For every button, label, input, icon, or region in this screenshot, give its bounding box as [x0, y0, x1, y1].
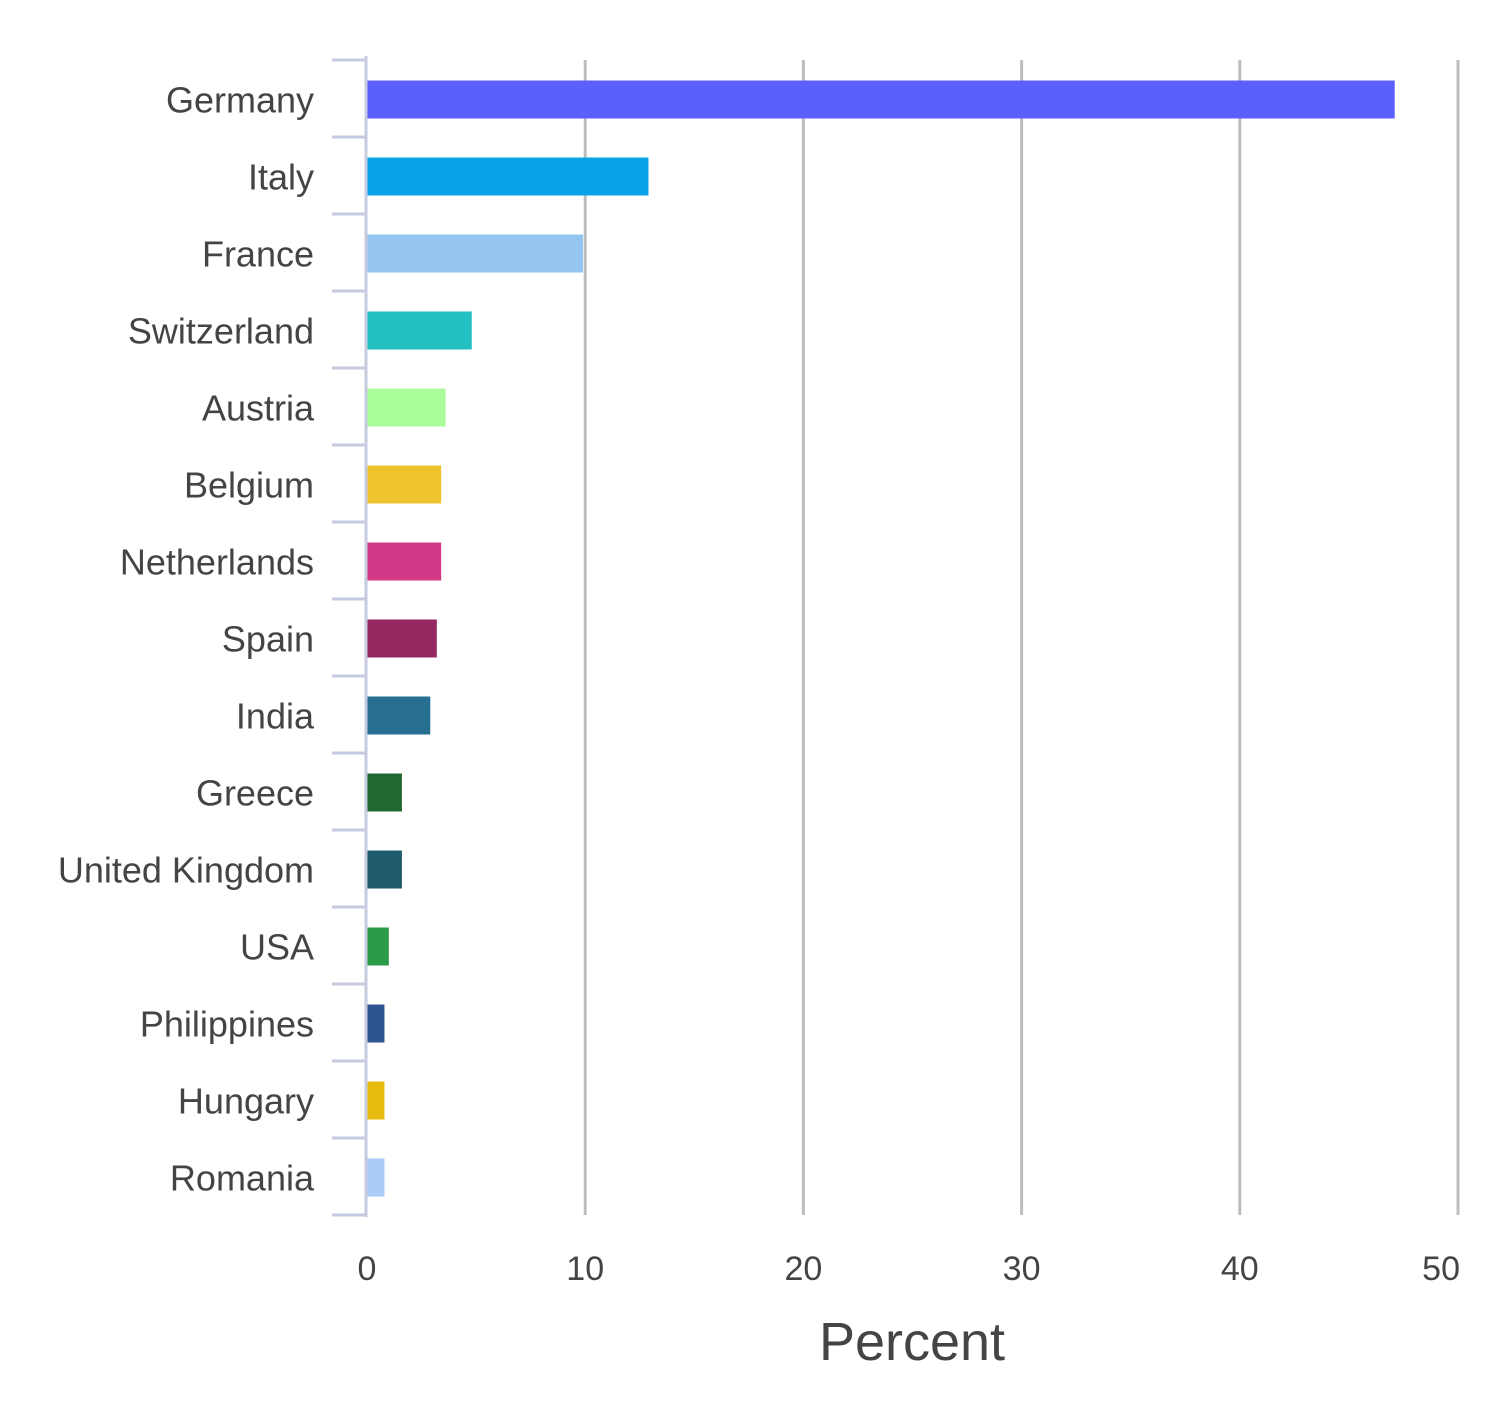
bar-united-kingdom [367, 850, 402, 889]
bar-switzerland [367, 311, 472, 350]
bar-india [367, 696, 431, 735]
x-tick-label-30: 30 [1003, 1250, 1041, 1288]
bar-romania [367, 1158, 385, 1197]
category-label-netherlands: Netherlands [120, 542, 314, 583]
gridlines [583, 60, 1460, 1215]
x-tick-label-10: 10 [566, 1250, 604, 1288]
bar-spain [367, 619, 437, 658]
category-label-spain: Spain [222, 619, 314, 660]
bar-usa [367, 927, 389, 966]
x-tick-label-40: 40 [1221, 1250, 1259, 1288]
category-labels: Germany Italy France Switzerland Austria Belg… [58, 80, 315, 1199]
bar-philippines [367, 1004, 385, 1043]
category-label-italy: Italy [248, 157, 314, 198]
category-label-usa: USA [240, 927, 314, 968]
bar-germany [367, 80, 1395, 119]
x-axis-title: Percent [819, 1312, 1005, 1372]
x-tick-label-0: 0 [358, 1250, 377, 1288]
bar-italy [367, 157, 649, 196]
bar-hungary [367, 1081, 385, 1120]
bar-france [367, 234, 584, 273]
bars [367, 80, 1395, 1197]
bar-greece [367, 773, 402, 812]
category-label-switzerland: Switzerland [128, 311, 314, 352]
category-label-hungary: Hungary [178, 1081, 314, 1122]
category-label-united-kingdom: United Kingdom [58, 850, 314, 891]
category-label-greece: Greece [196, 773, 314, 814]
bar-belgium [367, 465, 442, 504]
x-tick-label-20: 20 [784, 1250, 822, 1288]
bar-austria [367, 388, 446, 427]
x-tick-label-50: 50 [1422, 1250, 1460, 1288]
category-label-france: France [202, 234, 314, 275]
category-label-austria: Austria [202, 388, 315, 429]
category-label-india: India [236, 696, 315, 737]
category-label-germany: Germany [166, 80, 314, 121]
category-label-belgium: Belgium [184, 465, 314, 506]
bar-netherlands [367, 542, 442, 581]
y-axis [332, 56, 368, 1217]
category-label-romania: Romania [170, 1158, 315, 1199]
x-tick-labels: 0 10 20 30 40 50 [358, 1250, 1460, 1288]
category-label-philippines: Philippines [140, 1004, 314, 1045]
